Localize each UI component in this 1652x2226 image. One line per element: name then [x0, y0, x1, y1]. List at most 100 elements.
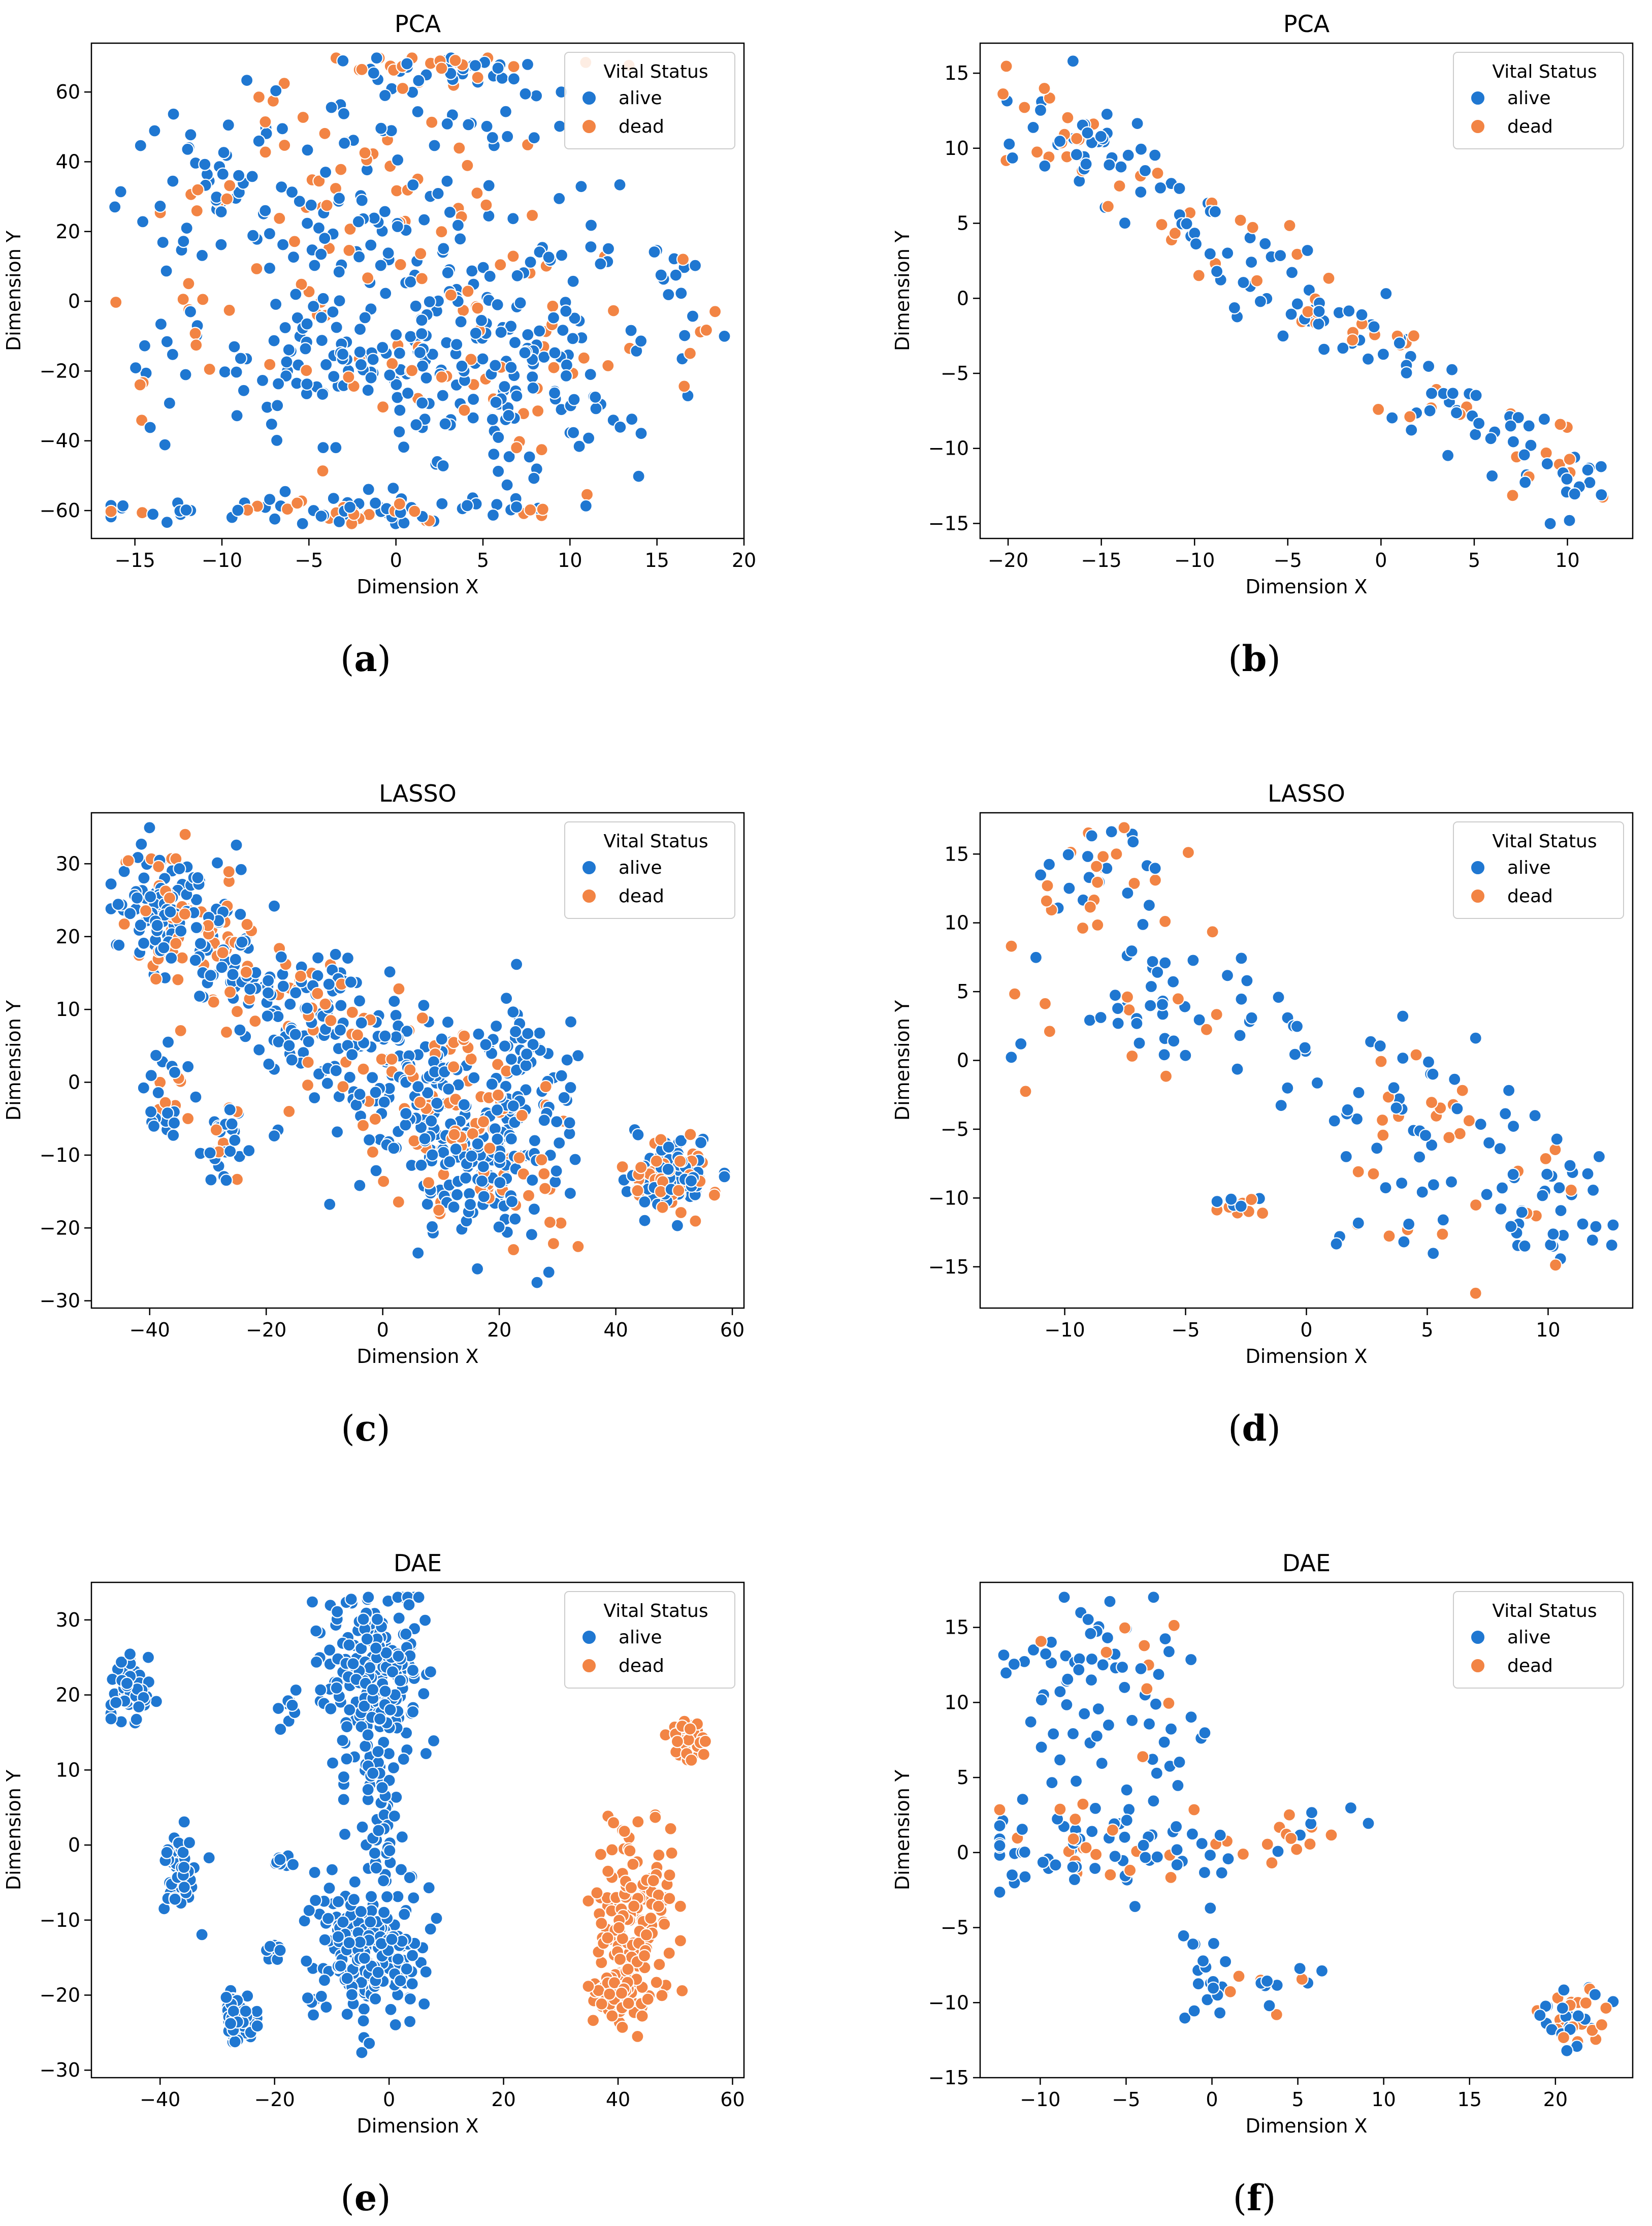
point-dead: [464, 1052, 478, 1066]
point-alive: [401, 386, 415, 400]
y-tick-label: −15: [928, 512, 969, 534]
point-alive: [1198, 1726, 1212, 1740]
point-alive: [1167, 1034, 1181, 1048]
point-alive: [1402, 1217, 1416, 1231]
point-alive: [443, 205, 457, 219]
point-alive: [1207, 1981, 1220, 1995]
point-dead: [1564, 1183, 1578, 1197]
point-alive: [315, 333, 329, 347]
point-dead: [135, 414, 149, 427]
point-dead: [189, 338, 203, 352]
point-dead: [405, 364, 419, 377]
point-alive: [341, 951, 355, 965]
point-alive: [378, 88, 392, 103]
point-alive: [638, 1214, 652, 1227]
point-alive: [188, 953, 202, 967]
point-dead: [631, 1815, 645, 1829]
point-alive: [104, 1712, 118, 1726]
point-dead: [435, 370, 448, 384]
point-alive: [567, 393, 581, 406]
point-alive: [143, 421, 157, 434]
point-alive: [1310, 1076, 1324, 1090]
point-dead: [1424, 1096, 1439, 1109]
point-dead: [273, 211, 286, 225]
point-alive: [474, 313, 489, 327]
point-alive: [177, 1881, 191, 1894]
point-dead: [133, 378, 147, 392]
point-alive: [1157, 1048, 1171, 1062]
point-dead: [1155, 218, 1169, 232]
point-alive: [319, 2000, 333, 2014]
legend-marker-alive: [581, 860, 597, 875]
point-alive: [426, 1148, 439, 1162]
point-alive: [1339, 1150, 1353, 1163]
y-tick-label: 10: [945, 912, 969, 934]
point-alive: [351, 215, 366, 229]
point-alive: [307, 300, 320, 313]
point-dead: [301, 1078, 315, 1092]
point-alive: [111, 898, 125, 911]
y-tick-label: 15: [945, 843, 969, 865]
legend-marker-alive: [1470, 90, 1485, 106]
point-alive: [378, 1029, 392, 1043]
point-alive: [435, 497, 449, 511]
legend-box: [564, 821, 735, 919]
point-alive: [240, 74, 254, 87]
point-dead: [537, 1167, 551, 1181]
point-alive: [521, 328, 535, 342]
point-alive: [1088, 1801, 1102, 1815]
point-alive: [403, 2015, 417, 2028]
y-axis-label: Dimension Y: [3, 1000, 25, 1121]
point-alive: [337, 1770, 351, 1784]
point-alive: [1053, 1753, 1067, 1767]
point-alive: [314, 310, 329, 325]
point-dead: [174, 1024, 187, 1038]
point-dead: [461, 284, 475, 298]
point-alive: [381, 246, 395, 260]
point-alive: [285, 185, 299, 199]
point-alive: [219, 1990, 233, 2004]
axes-frame: [979, 1581, 1634, 2079]
point-alive: [1081, 1612, 1095, 1627]
legend-label-dead: dead: [619, 1656, 664, 1676]
point-dead: [682, 1733, 696, 1747]
point-alive: [485, 1077, 499, 1091]
point-dead: [169, 937, 183, 950]
data-points: [1005, 821, 1620, 1300]
x-tick-label: 0: [1300, 1319, 1312, 1341]
point-alive: [330, 1681, 343, 1695]
point-alive: [1149, 1697, 1162, 1711]
point-alive: [400, 1024, 414, 1038]
point-alive: [1305, 1806, 1319, 1820]
point-alive: [319, 358, 333, 372]
point-alive: [338, 1827, 352, 1841]
point-alive: [132, 1700, 146, 1714]
point-alive: [304, 198, 318, 212]
point-alive: [149, 1048, 163, 1062]
point-alive: [1441, 449, 1455, 462]
point-alive: [1014, 1037, 1028, 1051]
point-alive: [1103, 1595, 1117, 1608]
point-alive: [1260, 1974, 1274, 1988]
point-alive: [1150, 1766, 1163, 1780]
point-alive: [1147, 1794, 1160, 1808]
point-dead: [1436, 1227, 1449, 1241]
point-dead: [698, 1734, 712, 1748]
point-alive: [584, 367, 597, 381]
point-alive: [344, 975, 358, 989]
y-tick-label: 20: [56, 926, 80, 948]
point-alive: [718, 329, 731, 343]
axes-frame: [90, 1581, 745, 2079]
point-dead: [104, 504, 118, 518]
point-alive: [613, 420, 627, 434]
point-alive: [306, 2008, 320, 2022]
point-dead: [1270, 2008, 1283, 2021]
point-alive: [1187, 2004, 1201, 2018]
point-dead: [408, 504, 422, 518]
point-alive: [1102, 1718, 1115, 1732]
point-alive: [1233, 1029, 1247, 1042]
point-alive: [271, 377, 285, 391]
point-alive: [465, 1149, 478, 1163]
point-dead: [1125, 1049, 1139, 1063]
point-alive: [436, 459, 450, 473]
